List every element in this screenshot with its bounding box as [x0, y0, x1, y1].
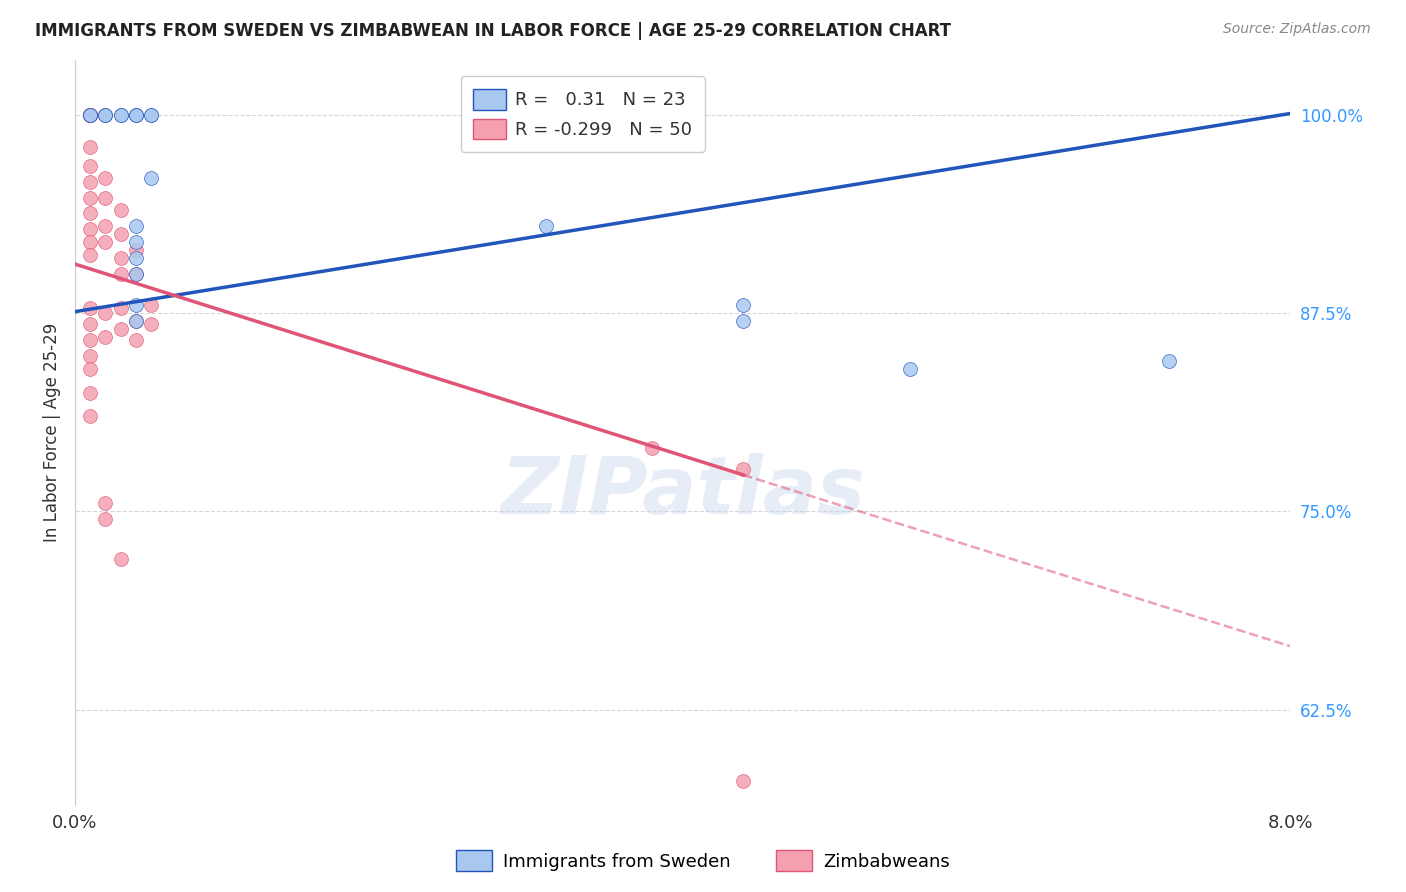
Point: [94, 108, 117, 122]
Point: [94, 171, 117, 186]
Point: [79, 361, 101, 376]
Point: [110, 301, 132, 316]
Point: [79, 349, 101, 363]
Point: [94, 496, 117, 510]
Point: [139, 108, 162, 122]
Point: [139, 171, 162, 186]
Point: [733, 773, 755, 788]
Point: [110, 227, 132, 241]
Point: [125, 314, 148, 328]
Point: [94, 235, 117, 249]
Point: [110, 267, 132, 281]
Point: [125, 267, 148, 281]
Point: [110, 251, 132, 265]
Point: [79, 108, 101, 122]
Point: [79, 108, 101, 122]
Point: [79, 385, 101, 400]
Point: [94, 108, 117, 122]
Point: [79, 159, 101, 173]
Point: [139, 298, 162, 312]
Text: Source: ZipAtlas.com: Source: ZipAtlas.com: [1223, 22, 1371, 37]
Point: [641, 441, 664, 455]
Point: [125, 219, 148, 233]
Point: [79, 108, 101, 122]
Point: [733, 298, 755, 312]
Point: [125, 108, 148, 122]
Point: [79, 108, 101, 122]
Point: [125, 298, 148, 312]
Point: [79, 108, 101, 122]
Point: [79, 409, 101, 424]
Point: [79, 108, 101, 122]
Point: [125, 267, 148, 281]
Point: [79, 140, 101, 154]
Point: [79, 190, 101, 204]
Point: [79, 318, 101, 332]
Point: [79, 175, 101, 189]
Text: ZIPatlas: ZIPatlas: [501, 453, 865, 531]
Text: IMMIGRANTS FROM SWEDEN VS ZIMBABWEAN IN LABOR FORCE | AGE 25-29 CORRELATION CHAR: IMMIGRANTS FROM SWEDEN VS ZIMBABWEAN IN …: [35, 22, 950, 40]
Point: [79, 333, 101, 347]
Point: [94, 219, 117, 233]
Point: [125, 235, 148, 249]
Point: [900, 361, 922, 376]
Point: [94, 108, 117, 122]
Point: [125, 243, 148, 257]
Point: [79, 108, 101, 122]
Point: [79, 108, 101, 122]
Point: [733, 461, 755, 475]
Point: [110, 203, 132, 218]
Point: [79, 222, 101, 236]
Legend: Immigrants from Sweden, Zimbabweans: Immigrants from Sweden, Zimbabweans: [449, 843, 957, 879]
Legend: R =   0.31   N = 23, R = -0.299   N = 50: R = 0.31 N = 23, R = -0.299 N = 50: [461, 76, 704, 153]
Point: [139, 318, 162, 332]
Y-axis label: In Labor Force | Age 25-29: In Labor Force | Age 25-29: [44, 323, 60, 541]
Point: [79, 235, 101, 249]
Point: [94, 306, 117, 320]
Point: [1157, 353, 1180, 368]
Point: [125, 108, 148, 122]
Point: [125, 314, 148, 328]
Point: [79, 108, 101, 122]
Point: [733, 314, 755, 328]
Point: [79, 206, 101, 220]
Point: [125, 333, 148, 347]
Point: [110, 108, 132, 122]
Point: [125, 251, 148, 265]
Point: [139, 108, 162, 122]
Point: [94, 512, 117, 526]
Point: [79, 108, 101, 122]
Point: [534, 219, 557, 233]
Point: [125, 108, 148, 122]
Point: [79, 301, 101, 316]
Point: [94, 330, 117, 344]
Point: [79, 108, 101, 122]
Point: [110, 108, 132, 122]
Point: [110, 552, 132, 566]
Point: [79, 108, 101, 122]
Point: [110, 322, 132, 336]
Point: [94, 190, 117, 204]
Point: [79, 247, 101, 261]
